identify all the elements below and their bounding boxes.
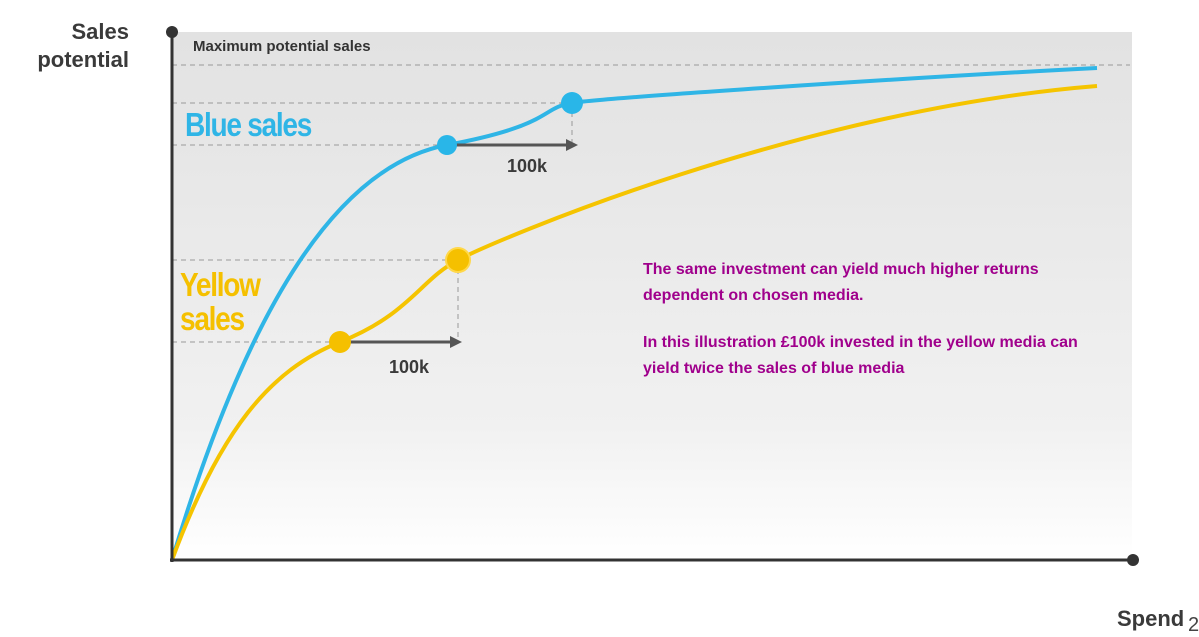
arrows bbox=[340, 139, 578, 348]
yellow-dot bbox=[445, 247, 471, 273]
note: In this illustration £100k invested in t… bbox=[643, 334, 1078, 377]
x-axis-label: Spend bbox=[1117, 606, 1185, 631]
axis-end bbox=[1127, 554, 1139, 566]
y-axis-label: Sales potential bbox=[37, 18, 129, 74]
y-axis-label-line: potential bbox=[37, 47, 129, 72]
arrow-head bbox=[566, 139, 578, 151]
axis-end bbox=[166, 26, 178, 38]
yellow-curve bbox=[170, 84, 1098, 561]
blue-curve bbox=[170, 66, 1098, 561]
increment-label: 100k bbox=[389, 357, 430, 377]
blue-dot bbox=[437, 135, 457, 155]
yellow-dot bbox=[329, 331, 351, 353]
arrow-head bbox=[450, 336, 462, 348]
chart-area bbox=[172, 32, 1132, 560]
curve-label: Yellow sales bbox=[180, 266, 261, 337]
curve-label: Blue sales bbox=[185, 106, 312, 143]
note: The same investment can yield much highe… bbox=[643, 261, 1039, 304]
y-axis-label-line: Sales bbox=[71, 19, 130, 44]
blue-dot bbox=[561, 92, 583, 114]
page-number: 2 bbox=[1188, 614, 1199, 636]
increment-label: 100k bbox=[507, 156, 548, 176]
reference-label: Maximum potential sales bbox=[193, 38, 371, 55]
guides bbox=[172, 64, 1130, 343]
